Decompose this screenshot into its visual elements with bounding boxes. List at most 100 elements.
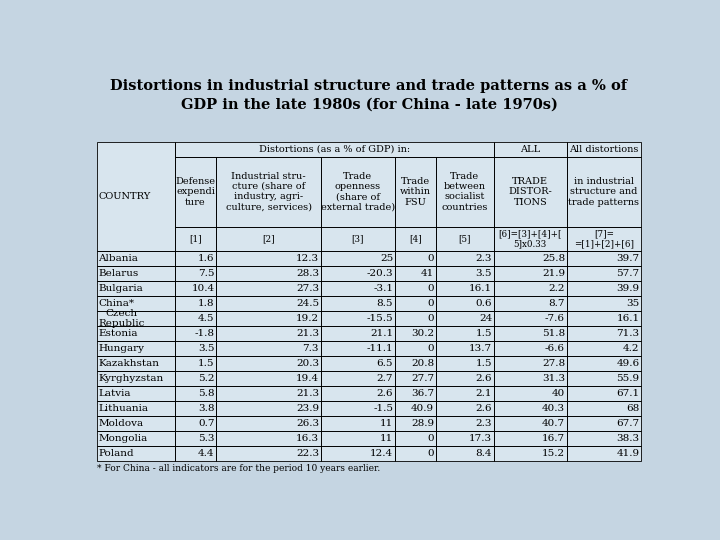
Bar — [175, 356, 216, 370]
Bar — [175, 341, 216, 356]
Text: 0: 0 — [428, 449, 434, 457]
Text: 23.9: 23.9 — [296, 403, 319, 413]
Bar — [216, 251, 320, 266]
Text: Belarus: Belarus — [99, 269, 139, 278]
Text: 28.9: 28.9 — [411, 418, 434, 428]
Text: 30.2: 30.2 — [411, 329, 434, 338]
Bar — [216, 266, 320, 281]
Bar — [567, 416, 642, 430]
Text: 15.2: 15.2 — [542, 449, 565, 457]
Bar — [567, 341, 642, 356]
Bar — [436, 370, 494, 386]
Bar — [567, 296, 642, 310]
Bar — [436, 430, 494, 445]
Bar — [320, 416, 395, 430]
Bar — [96, 430, 175, 445]
Text: 12.4: 12.4 — [370, 449, 393, 457]
Bar — [567, 326, 642, 341]
Text: [6]=[3]+[4]+[
5]x0.33: [6]=[3]+[4]+[ 5]x0.33 — [498, 230, 562, 248]
Bar — [320, 310, 395, 326]
Bar — [96, 281, 175, 296]
Bar — [436, 341, 494, 356]
Bar — [175, 430, 216, 445]
Text: 39.9: 39.9 — [616, 284, 639, 293]
Bar — [395, 401, 436, 416]
Bar — [567, 446, 642, 461]
Bar — [96, 386, 175, 401]
Bar — [436, 386, 494, 401]
Text: -7.6: -7.6 — [545, 314, 565, 323]
Text: 25: 25 — [380, 254, 393, 262]
Bar — [494, 326, 567, 341]
Bar — [395, 430, 436, 445]
Bar — [175, 356, 216, 370]
Bar — [567, 386, 642, 401]
Text: 22.3: 22.3 — [296, 449, 319, 457]
Text: Kyrghyzstan: Kyrghyzstan — [99, 374, 163, 383]
Bar — [567, 446, 642, 461]
Text: [1]: [1] — [189, 234, 202, 243]
Text: 2.1: 2.1 — [476, 389, 492, 397]
Text: 40.3: 40.3 — [542, 403, 565, 413]
Text: 16.1: 16.1 — [469, 284, 492, 293]
Text: 51.8: 51.8 — [542, 329, 565, 338]
Text: 3.5: 3.5 — [476, 269, 492, 278]
Bar — [175, 386, 216, 401]
Bar — [216, 341, 320, 356]
Text: Distortions in industrial structure and trade patterns as a % of
GDP in the late: Distortions in industrial structure and … — [110, 79, 628, 111]
Bar — [320, 386, 395, 401]
Bar — [96, 266, 175, 281]
Bar — [494, 356, 567, 370]
Text: [3]: [3] — [351, 234, 364, 243]
Text: 24: 24 — [479, 314, 492, 323]
Text: 0: 0 — [428, 254, 434, 262]
Bar — [216, 386, 320, 401]
Text: 16.1: 16.1 — [616, 314, 639, 323]
Bar — [320, 356, 395, 370]
Bar — [395, 370, 436, 386]
Bar — [320, 157, 395, 227]
Bar — [494, 157, 567, 227]
Bar — [175, 281, 216, 296]
Text: Albania: Albania — [99, 254, 138, 262]
Bar — [567, 281, 642, 296]
Bar — [216, 356, 320, 370]
Text: Lithuania: Lithuania — [99, 403, 148, 413]
Bar — [567, 401, 642, 416]
Bar — [320, 446, 395, 461]
Bar — [494, 227, 567, 251]
Bar — [436, 266, 494, 281]
Bar — [175, 141, 494, 157]
Bar — [216, 341, 320, 356]
Bar — [395, 370, 436, 386]
Bar — [494, 157, 567, 227]
Text: in industrial
structure and
trade patterns: in industrial structure and trade patter… — [569, 177, 639, 206]
Bar — [395, 446, 436, 461]
Text: 24.5: 24.5 — [296, 299, 319, 308]
Bar — [436, 157, 494, 227]
Bar — [494, 281, 567, 296]
Text: -20.3: -20.3 — [366, 269, 393, 278]
Bar — [216, 296, 320, 310]
Bar — [96, 430, 175, 445]
Bar — [567, 401, 642, 416]
Text: 21.3: 21.3 — [296, 389, 319, 397]
Bar — [395, 251, 436, 266]
Text: 31.3: 31.3 — [542, 374, 565, 383]
Bar — [395, 227, 436, 251]
Text: 1.5: 1.5 — [476, 359, 492, 368]
Text: 0.7: 0.7 — [198, 418, 215, 428]
Bar — [494, 341, 567, 356]
Bar — [567, 430, 642, 445]
Bar — [175, 341, 216, 356]
Text: All distortions: All distortions — [570, 145, 639, 154]
Bar — [395, 386, 436, 401]
Bar — [567, 370, 642, 386]
Bar — [494, 251, 567, 266]
Bar — [320, 446, 395, 461]
Bar — [567, 251, 642, 266]
Text: 3.5: 3.5 — [198, 343, 215, 353]
Text: Moldova: Moldova — [99, 418, 143, 428]
Bar — [494, 341, 567, 356]
Bar — [216, 251, 320, 266]
